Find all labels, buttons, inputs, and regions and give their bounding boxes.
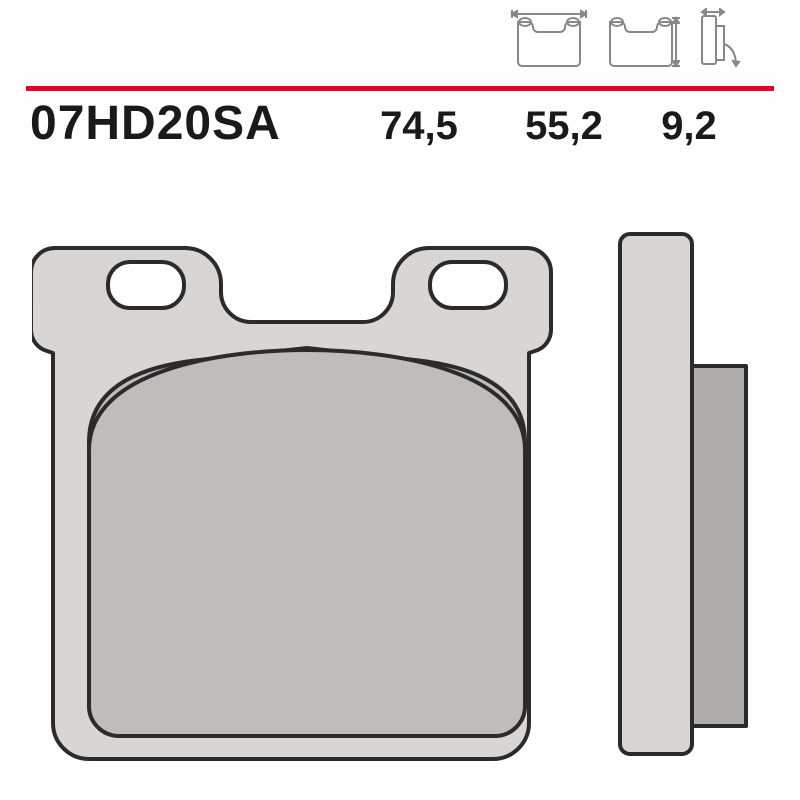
width-legend-icon	[510, 8, 588, 68]
side-backing	[620, 234, 692, 754]
dimension-legend-icons	[510, 8, 742, 68]
mount-slot-right	[430, 262, 506, 308]
height-legend-icon	[602, 8, 680, 68]
brake-pad-diagram	[32, 210, 768, 770]
side-friction	[692, 366, 746, 726]
divider-red-line	[26, 78, 774, 83]
part-number: 07HD20SA	[30, 96, 344, 151]
mount-slot-left	[108, 262, 184, 308]
side-view	[620, 234, 746, 754]
dim-thickness: 9,2	[634, 104, 744, 149]
front-view	[32, 248, 551, 759]
spec-row: 07HD20SA 74,5 55,2 9,2	[30, 96, 744, 151]
thickness-legend-icon	[694, 8, 742, 68]
dim-width: 74,5	[344, 104, 494, 149]
dim-height: 55,2	[494, 104, 634, 149]
